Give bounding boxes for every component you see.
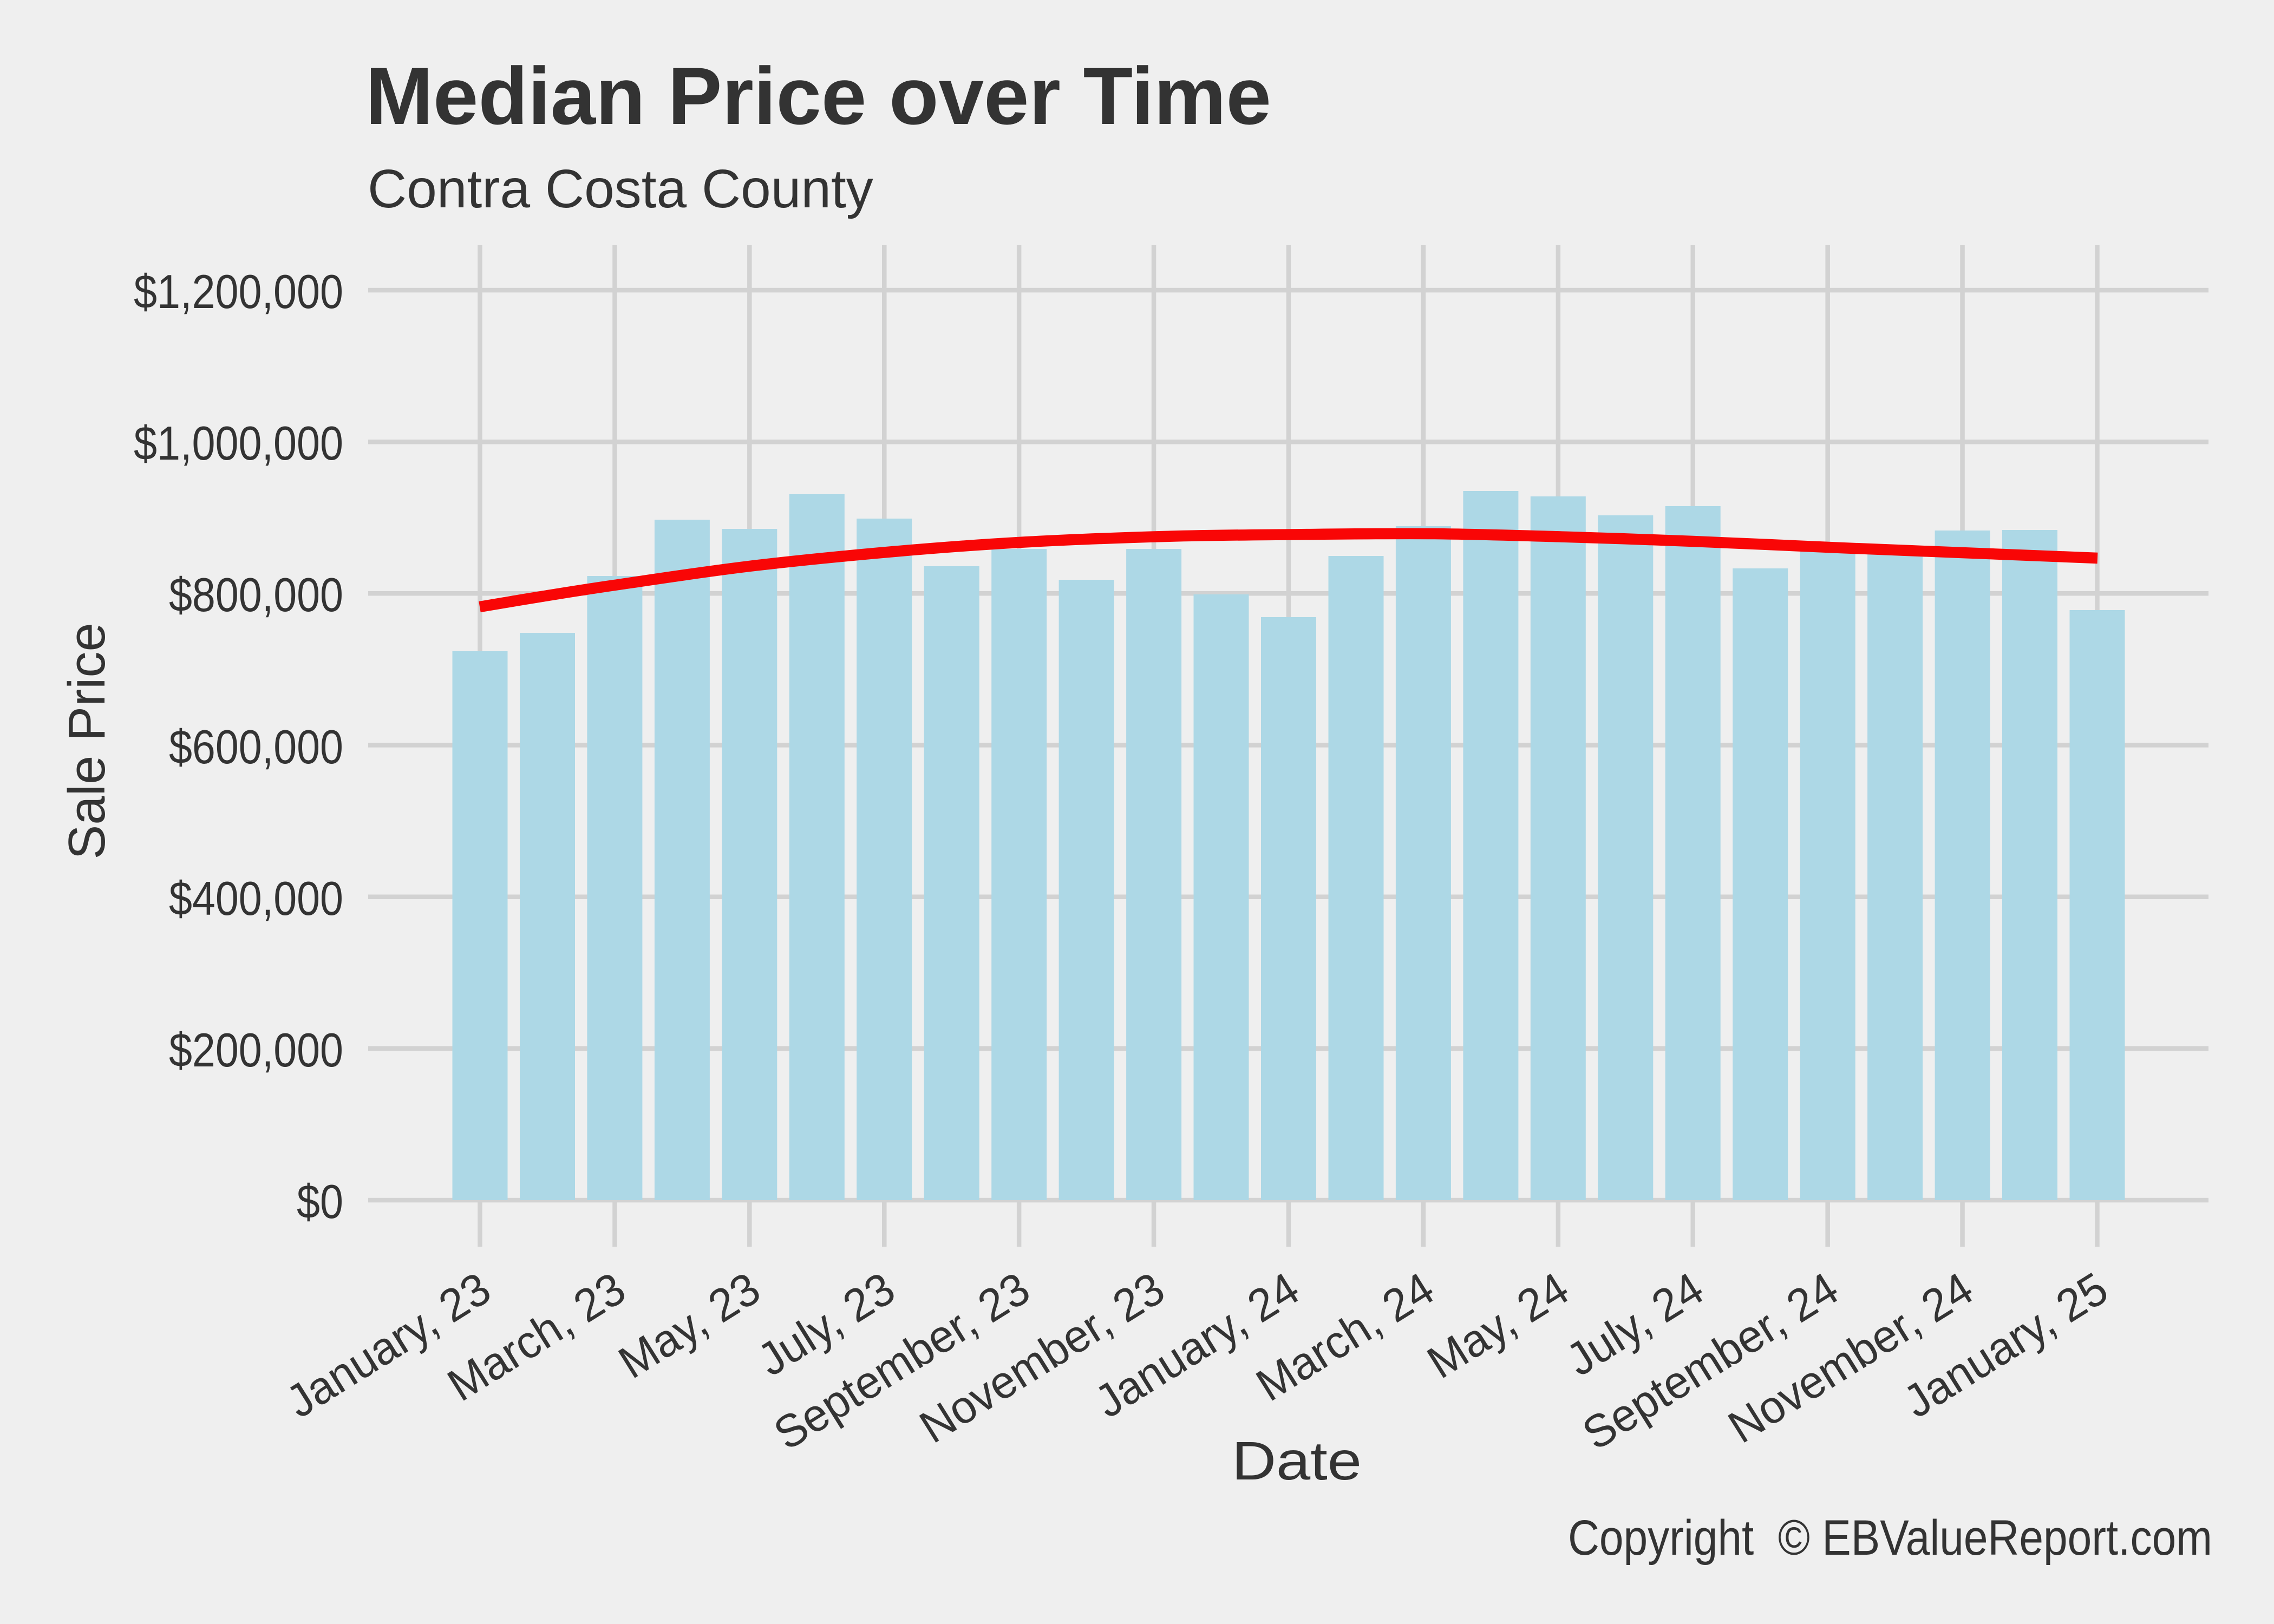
svg-text:$400,000: $400,000: [169, 872, 343, 925]
svg-text:$0: $0: [297, 1175, 343, 1228]
svg-text:Date: Date: [1232, 1431, 1362, 1491]
svg-text:$600,000: $600,000: [169, 720, 343, 774]
svg-text:$1,200,000: $1,200,000: [134, 265, 343, 318]
svg-text:$1,000,000: $1,000,000: [134, 416, 343, 470]
svg-text:$200,000: $200,000: [169, 1023, 343, 1077]
svg-text:Copyright © EBValueReport.com: Copyright © EBValueReport.com: [1568, 1510, 2212, 1566]
svg-text:Contra Costa County: Contra Costa County: [368, 159, 873, 219]
svg-text:May, 23: May, 23: [610, 1263, 769, 1389]
svg-text:Median Price over Time: Median Price over Time: [365, 50, 1271, 141]
svg-text:Sale Price: Sale Price: [58, 623, 116, 860]
svg-text:May, 24: May, 24: [1419, 1263, 1578, 1389]
svg-text:$800,000: $800,000: [169, 568, 343, 621]
